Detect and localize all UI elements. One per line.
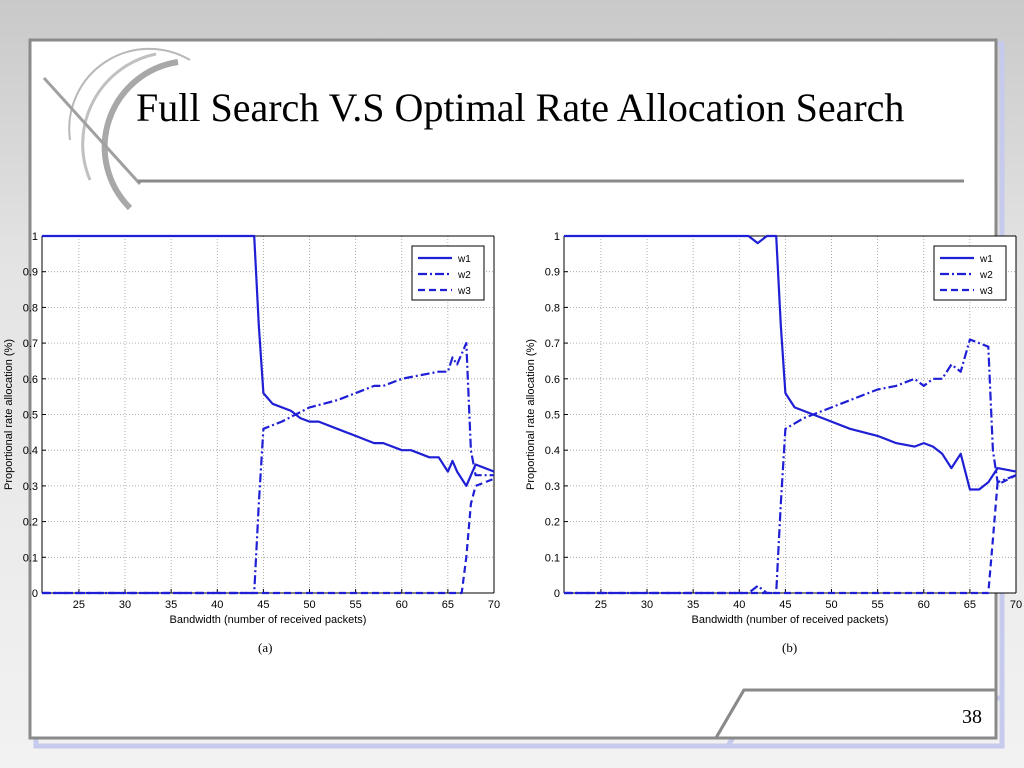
chart-a-ytick-label-2: 0.2 [23,517,38,529]
chart-a-ytick-label-3: 0.3 [23,481,38,493]
chart-a-ytick-label-8: 0.8 [23,302,38,314]
chart-a-ytick-label-4: 0.4 [23,445,38,457]
chart-a-series-w3 [42,477,494,595]
chart-b-ytick-label-5: 0.5 [545,410,560,422]
chart-b-ylabel: Proportional rate allocation (%) [525,339,537,490]
chart-b: 25 30 35 40 45 50 55 60 65 70 0 0.1 0.2 0.3 0.4 0.5 0.6 0… [525,231,1022,626]
chart-b-xtick-label-4: 45 [779,599,791,611]
chart-a-ylabel: Proportional rate allocation (%) [3,339,15,490]
chart-a-ytick-label-6: 0.6 [23,374,38,386]
chart-b-ytick-label-10: 1 [554,231,560,243]
chart-b-series-group [564,234,1017,595]
chart-a-ytick-label-9: 0.9 [23,267,38,279]
caption-b: (b) [782,640,798,655]
chart-a-xtick-label-5: 50 [303,599,315,611]
slide-number: 38 [962,706,982,728]
chart-b-ytick-label-9: 0.9 [545,267,560,279]
chart-b-ytick-label-6: 0.6 [545,374,560,386]
chart-b-ytick-label-8: 0.8 [545,302,560,314]
chart-b-xtick-label-0: 25 [595,599,607,611]
chart-b-ytick-label-2: 0.2 [545,517,560,529]
chart-a-xtick-label-0: 25 [73,599,85,611]
chart-a-ytick-label-10: 1 [32,231,38,243]
chart-a-xlabel: Bandwidth (number of received packets) [170,614,367,626]
chart-a-legend-label-w1: w1 [457,254,471,265]
caption-a: (a) [258,640,273,655]
chart-a-xtick-label-1: 30 [119,599,131,611]
chart-a: 25 30 35 40 45 50 55 60 65 70 0 0.1 0.2 0.3 0.4 0.5 0.6 0… [3,231,500,626]
chart-b-ytick-label-7: 0.7 [545,338,560,350]
chart-b-xtick-label-9: 70 [1010,599,1022,611]
chart-b-xtick-label-6: 55 [872,599,884,611]
slide-title: Full Search V.S Optimal Rate Allocation … [136,85,905,130]
chart-a-xtick-label-2: 35 [165,599,177,611]
chart-a-xtick-label-7: 60 [396,599,408,611]
chart-b-legend-label-w2: w2 [979,270,993,281]
chart-b-xtick-label-8: 65 [964,599,976,611]
chart-b-xtick-label-5: 50 [825,599,837,611]
chart-b-series-w3 [564,474,1017,595]
chart-a-ytick-label-0: 0 [32,588,38,600]
chart-b-ytick-label-1: 0.1 [545,552,560,564]
chart-b-ytick-label-0: 0 [554,588,560,600]
chart-a-ytick-label-7: 0.7 [23,338,38,350]
chart-b-xtick-label-1: 30 [641,599,653,611]
chart-b-ytick-label-3: 0.3 [545,481,560,493]
chart-b-legend-label-w3: w3 [979,286,993,297]
chart-a-ytick-label-5: 0.5 [23,410,38,422]
chart-b-ytick-label-4: 0.4 [545,445,560,457]
chart-a-xtick-label-6: 55 [350,599,362,611]
chart-b-xtick-label-3: 40 [733,599,745,611]
chart-b-series-w2 [564,338,1017,595]
chart-a-ytick-label-1: 0.1 [23,552,38,564]
chart-a-xtick-label-4: 45 [257,599,269,611]
chart-b-xtick-label-2: 35 [687,599,699,611]
chart-b-legend-label-w1: w1 [979,254,993,265]
chart-a-series-group [42,234,494,595]
chart-a-xtick-label-8: 65 [442,599,454,611]
chart-b-xtick-label-7: 60 [918,599,930,611]
chart-a-series-w2 [42,342,494,595]
chart-a-xtick-label-3: 40 [211,599,223,611]
chart-b-series-w1 [564,234,1017,491]
chart-a-legend-label-w3: w3 [457,286,471,297]
chart-a-series-w1 [42,234,494,487]
chart-a-legend-label-w2: w2 [457,270,471,281]
chart-a-xtick-label-9: 70 [488,599,500,611]
chart-b-xlabel: Bandwidth (number of received packets) [692,614,889,626]
